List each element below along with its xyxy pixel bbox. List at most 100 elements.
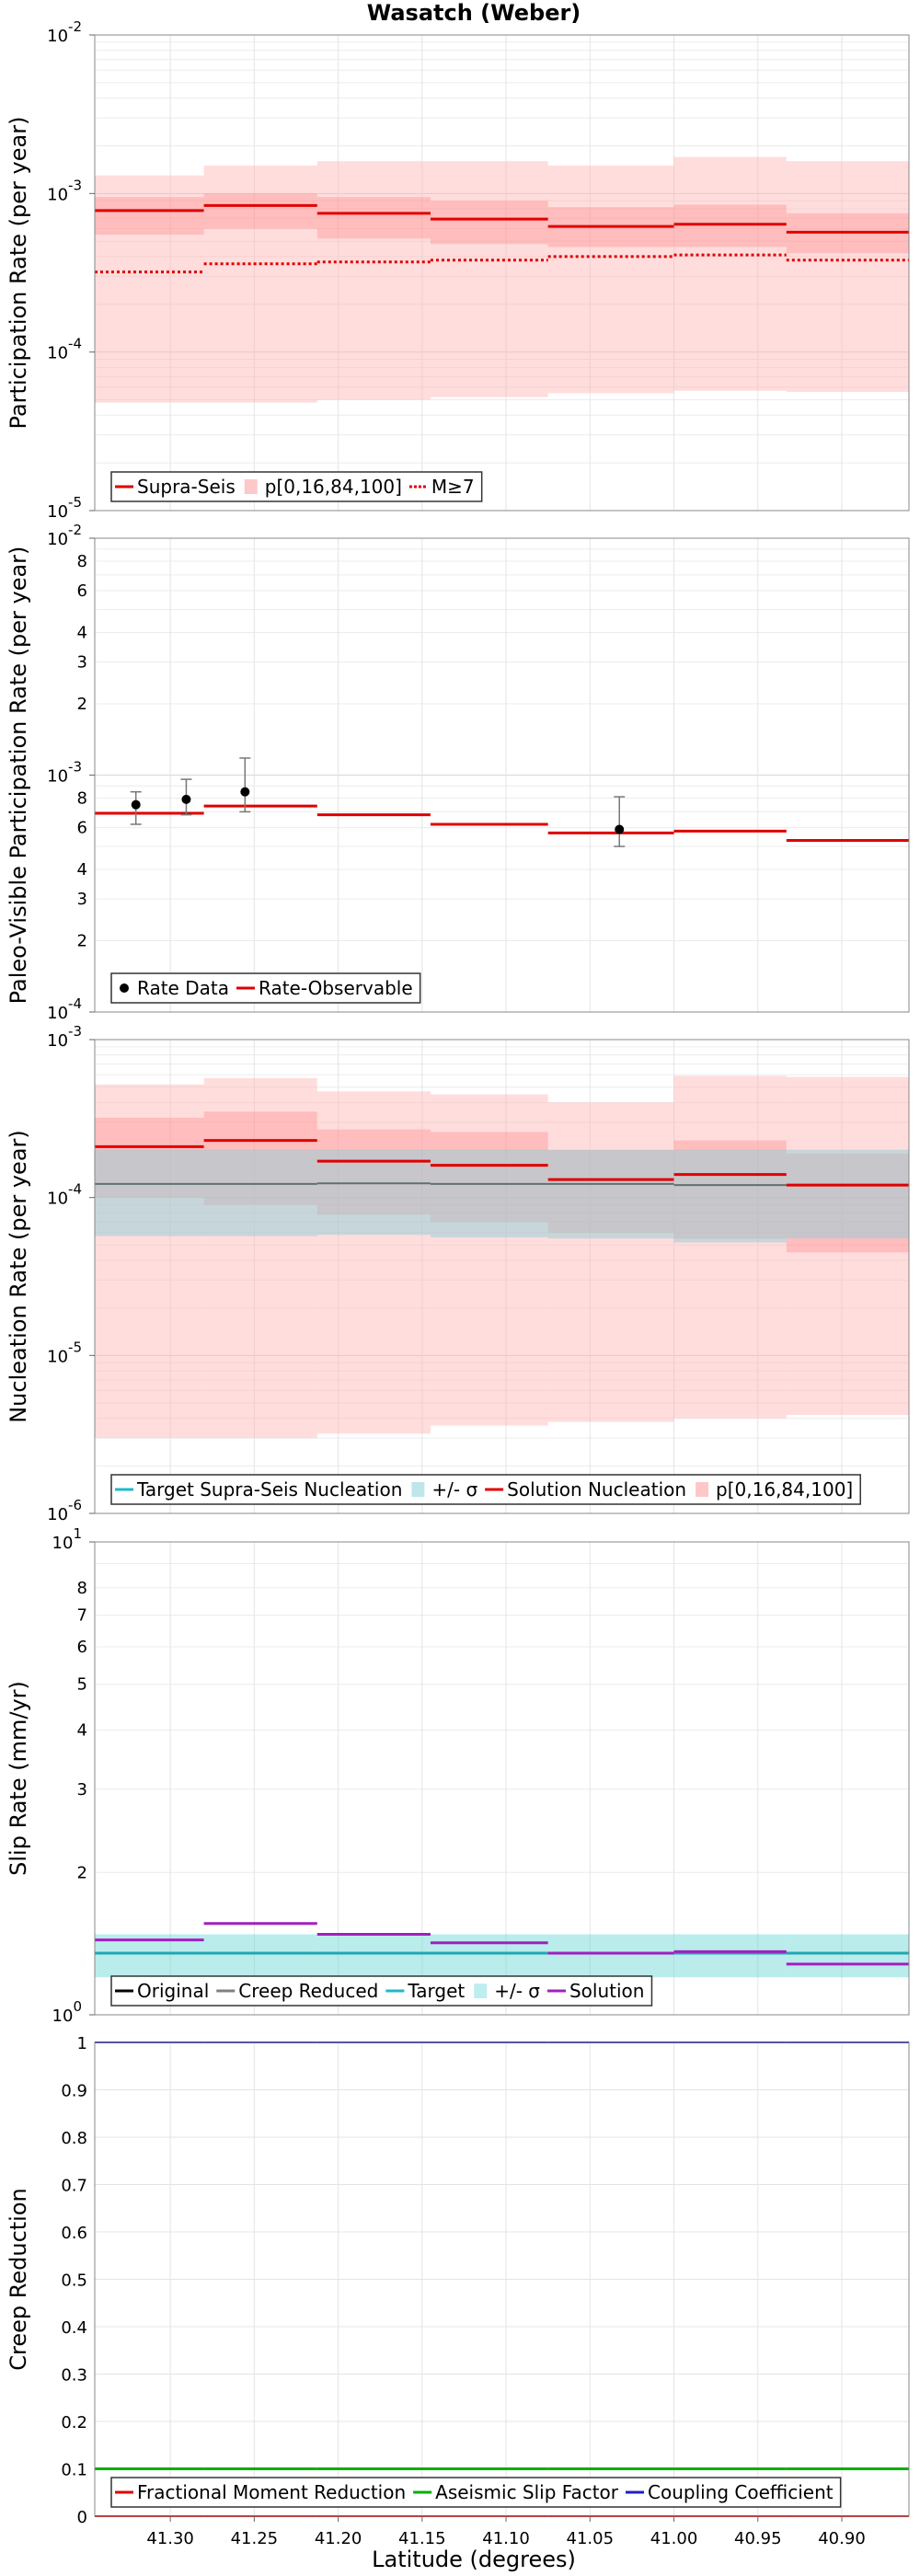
slip-band-segment <box>316 1934 431 1978</box>
slip-legend-item: +/- σ <box>474 1980 540 2002</box>
chart-title: Wasatch (Weber) <box>367 0 581 26</box>
paleo-y-minor-label: 3 <box>77 653 87 673</box>
nucleation-band-segment <box>673 1149 787 1243</box>
paleo-y-minor-label: 2 <box>77 695 87 714</box>
nucleation-y-ticks: 10-310-410-510-6 <box>47 1023 95 1524</box>
legend-patch-swatch <box>244 479 258 494</box>
slip-legend-item: Target <box>385 1980 465 2002</box>
participation-y-tick-label: 10-5 <box>47 494 82 522</box>
creep-y-tick-label: 0.5 <box>61 2271 87 2291</box>
nucleation-band-segment <box>203 1077 317 1439</box>
slip-y-minor-label: 5 <box>77 1675 87 1695</box>
creep-y-tick-label: 0.2 <box>61 2413 87 2432</box>
tick-base: 10 <box>47 185 68 204</box>
participation-band-segment <box>673 156 787 391</box>
paleo-legend-box <box>110 972 421 1004</box>
participation-band-0 <box>95 156 909 403</box>
legend-label: Original <box>137 1980 209 2002</box>
panel-creep: 1 0.9 0.8 0.7 0.6 0.5 0.4 0.3 0.2 0.1 0 Creep Reduc… <box>6 2034 910 2548</box>
paleo-y-minor-label: 6 <box>77 819 87 838</box>
slip-y-minor-label: 8 <box>77 1579 87 1598</box>
creep-y-tick-label: 0.6 <box>61 2224 87 2243</box>
slip-legend-item: Creep Reduced <box>216 1980 378 2002</box>
nucleation-legend-item: p[0,16,84,100] <box>696 1478 853 1501</box>
slip-series-3 <box>95 1922 909 1966</box>
x-tick-label: 41.15 <box>398 2529 446 2548</box>
slip-band-segment <box>547 1934 674 1978</box>
tick-exponent: -3 <box>68 759 82 776</box>
tick-base: 10 <box>47 767 68 787</box>
nucleation-band-segment <box>203 1149 317 1236</box>
creep-y-tick-label: 0.1 <box>61 2461 87 2480</box>
participation-band-segment <box>547 165 674 394</box>
slip-frame <box>94 1541 910 2016</box>
participation-band-segment <box>316 161 431 400</box>
participation-band-segment <box>430 201 548 245</box>
tick-base: 10 <box>47 1190 68 1209</box>
slip-y-minor-label: 3 <box>77 1780 87 1800</box>
participation-band-segment <box>673 204 787 247</box>
participation-band-segment <box>786 161 909 393</box>
tick-base: 10 <box>47 1031 68 1051</box>
paleo-data-point <box>614 796 626 847</box>
legend-label: p[0,16,84,100] <box>716 1478 853 1501</box>
legend-label: M≥7 <box>431 476 475 498</box>
creep-legend-item: Aseismic Slip Factor <box>413 2481 619 2503</box>
x-ticks: 41.30 41.25 41.20 41.15 41.10 41.05 41.00 40.95… <box>146 2516 866 2548</box>
nucleation-legend-item: Solution Nucleation <box>485 1478 686 1501</box>
legend-label: +/- σ <box>494 1980 540 2002</box>
legend-label: Target Supra-Seis Nucleation <box>136 1478 402 1501</box>
creep-legend-item: Fractional Moment Reduction <box>115 2481 406 2503</box>
participation-y-tick-label: 10-3 <box>47 177 82 204</box>
paleo-y-tick-label: 10-4 <box>47 995 82 1023</box>
legend-label: Solution <box>569 1980 644 2002</box>
rate-data-dot <box>240 787 250 797</box>
legend-label: Creep Reduced <box>238 1980 378 2002</box>
legend-patch-swatch <box>474 1984 488 1998</box>
creep-y-tick-label: 0.8 <box>61 2129 87 2148</box>
tick-exponent: -2 <box>68 522 82 538</box>
slip-legend: Original Creep Reduced Target +/- σ Solution <box>110 1975 653 2007</box>
participation-series-1 <box>95 253 909 274</box>
slip-y-minor-label: 6 <box>77 1638 87 1657</box>
creep-frame <box>94 2041 910 2517</box>
participation-band-segment <box>203 193 317 229</box>
legend-label: Rate Data <box>137 977 229 999</box>
slip-y-minor-label: 4 <box>77 1721 87 1741</box>
paleo-data-point <box>239 757 251 813</box>
nucleation-y-tick-label: 10-3 <box>47 1023 82 1051</box>
rate-data-dot <box>181 794 191 804</box>
paleo-y-minor-label: 8 <box>77 788 87 808</box>
participation-band-segment <box>95 197 204 236</box>
nucleation-band-segment <box>95 1084 204 1439</box>
creep-legend: Fractional Moment Reduction Aseismic Slip… <box>110 2477 842 2508</box>
participation-band-segment <box>95 175 204 403</box>
nucleation-y-tick-label: 10-4 <box>47 1181 82 1209</box>
nucleation-band-segment <box>547 1149 674 1239</box>
nucleation-frame <box>94 1039 910 1514</box>
slip-band-0 <box>95 1934 909 1978</box>
paleo-y-minor-label: 2 <box>77 931 87 950</box>
x-tick-label: 41.05 <box>567 2529 615 2548</box>
paleo-y-minor-label: 6 <box>77 581 87 601</box>
tick-exponent: -2 <box>68 18 82 35</box>
paleo-y-minor-label: 8 <box>77 552 87 571</box>
participation-y-ticks: 10-210-310-410-5 <box>47 18 95 522</box>
tick-base: 10 <box>52 1534 74 1553</box>
tick-exponent: -4 <box>68 1181 82 1198</box>
participation-legend-item: Supra-Seis <box>115 476 236 498</box>
nucleation-band-segment <box>673 1075 787 1419</box>
tick-exponent: -5 <box>68 1339 82 1355</box>
tick-base: 10 <box>47 1004 68 1023</box>
paleo-legend: Rate Data Rate-Observable <box>110 972 421 1004</box>
participation-y-tick-label: 10-2 <box>47 18 82 46</box>
legend-label: Rate-Observable <box>259 977 413 999</box>
participation-grid <box>95 35 909 512</box>
creep-y-tick-label: 0.3 <box>61 2366 87 2386</box>
creep-y-tick-label: 1 <box>77 2034 87 2053</box>
nucleation-series-1 <box>95 1139 909 1187</box>
slip-band-segment <box>203 1934 317 1978</box>
